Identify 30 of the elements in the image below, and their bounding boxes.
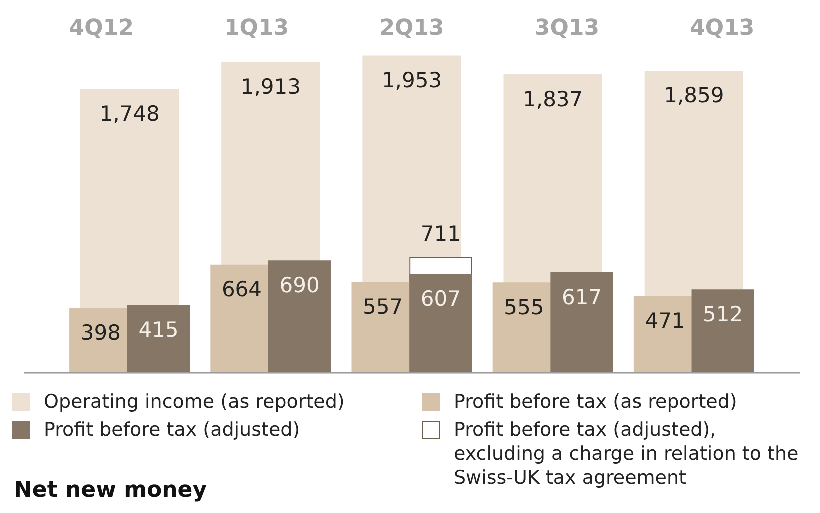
data-label: 398 xyxy=(80,320,121,345)
data-label: 607 xyxy=(420,286,461,311)
legend-label: Profit before tax (as reported) xyxy=(454,390,738,414)
data-label: 664 xyxy=(222,278,262,302)
data-label: 1,859 xyxy=(664,84,724,108)
data-label: 512 xyxy=(703,302,744,326)
data-label: 690 xyxy=(280,273,320,298)
x-tick-label: 4Q12 xyxy=(69,16,134,41)
legend-label: Profit before tax (adjusted) xyxy=(44,418,300,442)
data-label: 1,748 xyxy=(100,102,160,126)
bar xyxy=(550,272,614,373)
data-label: 471 xyxy=(645,309,686,334)
x-tick-label: 3Q13 xyxy=(534,16,600,41)
bar xyxy=(127,305,190,373)
x-tick-label: 2Q13 xyxy=(380,16,444,41)
data-label: 1,953 xyxy=(382,68,442,92)
data-label: 711 xyxy=(420,222,461,246)
x-tick-label: 4Q13 xyxy=(690,16,755,41)
data-label: 617 xyxy=(562,285,602,310)
bar xyxy=(268,260,332,373)
bar xyxy=(692,290,754,373)
text: Net new money xyxy=(14,478,208,503)
data-label: 557 xyxy=(363,295,404,320)
x-tick-label: 1Q13 xyxy=(224,16,290,41)
data-label: 1,837 xyxy=(523,87,584,112)
data-label: 415 xyxy=(138,318,179,342)
legend-label: Profit before tax (adjusted), excluding a charge in relation to the Swiss-UK tax agreement xyxy=(454,418,800,490)
data-label: 1,913 xyxy=(240,74,301,99)
legend-label: Operating income (as reported) xyxy=(44,390,345,414)
data-label: 555 xyxy=(504,295,544,320)
